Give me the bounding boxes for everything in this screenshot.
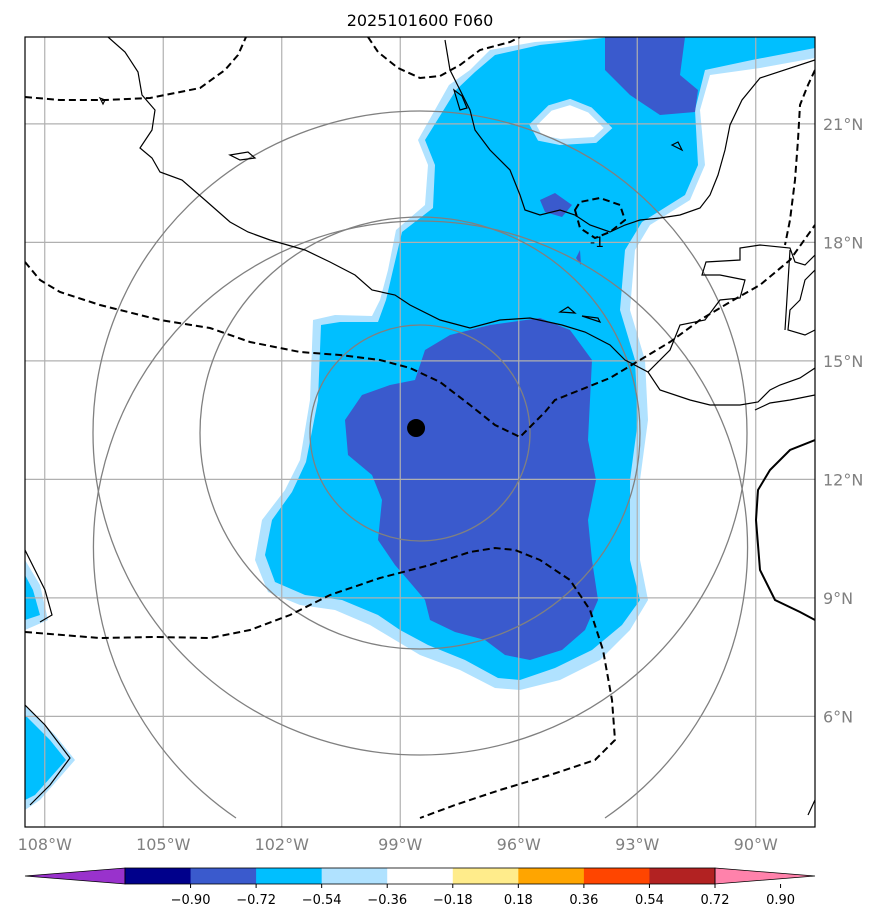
colorbar-tick-label: 0.90: [766, 893, 795, 908]
colorbar-segment: [518, 868, 585, 884]
lat-tick-label: 6°N: [823, 707, 853, 726]
colorbar-tick-label: 0.18: [504, 893, 533, 908]
lon-tick-label: 96°W: [497, 835, 541, 854]
colorbar-segment: [125, 868, 192, 884]
lon-tick-label: 105°W: [136, 835, 191, 854]
lon-tick-label: 90°W: [734, 835, 778, 854]
range-rings: [92, 110, 749, 819]
colorbar-frame: [124, 867, 716, 885]
colorbar-tick-label: −0.72: [236, 893, 276, 908]
colorbar-tick-label: −0.90: [171, 893, 211, 908]
map-frame: [24, 36, 816, 828]
latitude-labels: 6°N 9°N 12°N 15°N 18°N 21°N: [823, 115, 863, 727]
colorbar-extend-high: [714, 867, 816, 885]
contour-label: -1: [590, 235, 604, 251]
shading-hole: [529, 98, 613, 146]
lon-tick-label: 102°W: [255, 835, 310, 854]
lat-tick-label: 21°N: [823, 115, 863, 134]
colorbar-segment: [256, 868, 323, 884]
lat-tick-label: 15°N: [823, 352, 863, 371]
colorbar-tick-label: 0.54: [635, 893, 664, 908]
colorbar-segment: [583, 868, 650, 884]
lon-tick-label: 108°W: [18, 835, 73, 854]
map-panel: -1: [25, 37, 815, 827]
colorbar-tick-label: 0.36: [569, 893, 598, 908]
storm-center-marker: [407, 419, 426, 438]
lat-tick-label: 18°N: [823, 233, 863, 252]
coastlines: [25, 37, 815, 816]
dashed-contours: [25, 37, 815, 819]
colorbar-extend-low: [24, 867, 126, 885]
colorbar-tick-label: −0.36: [367, 893, 407, 908]
colorbar-tick-label: 0.72: [701, 893, 730, 908]
colorbar: −0.90 −0.72 −0.54 −0.36 −0.18 0.18 0.36 0.54 0.7…: [24, 867, 816, 908]
colorbar-segment: [387, 868, 454, 884]
colorbar-segment: [321, 868, 388, 884]
colorbar-segment: [452, 868, 519, 884]
colorbar-tick-label: −0.54: [302, 893, 342, 908]
colorbar-segment: [190, 868, 257, 884]
lon-tick-label: 99°W: [378, 835, 422, 854]
lat-tick-label: 12°N: [823, 470, 863, 489]
longitude-labels: 108°W 105°W 102°W 99°W 96°W 93°W 90°W: [18, 835, 778, 854]
lat-tick-label: 9°N: [823, 589, 853, 608]
lon-tick-label: 93°W: [615, 835, 659, 854]
colorbar-tick-label: −0.18: [433, 893, 473, 908]
colorbar-segment: [649, 868, 716, 884]
chart-title: 2025101600 F060: [347, 11, 494, 30]
